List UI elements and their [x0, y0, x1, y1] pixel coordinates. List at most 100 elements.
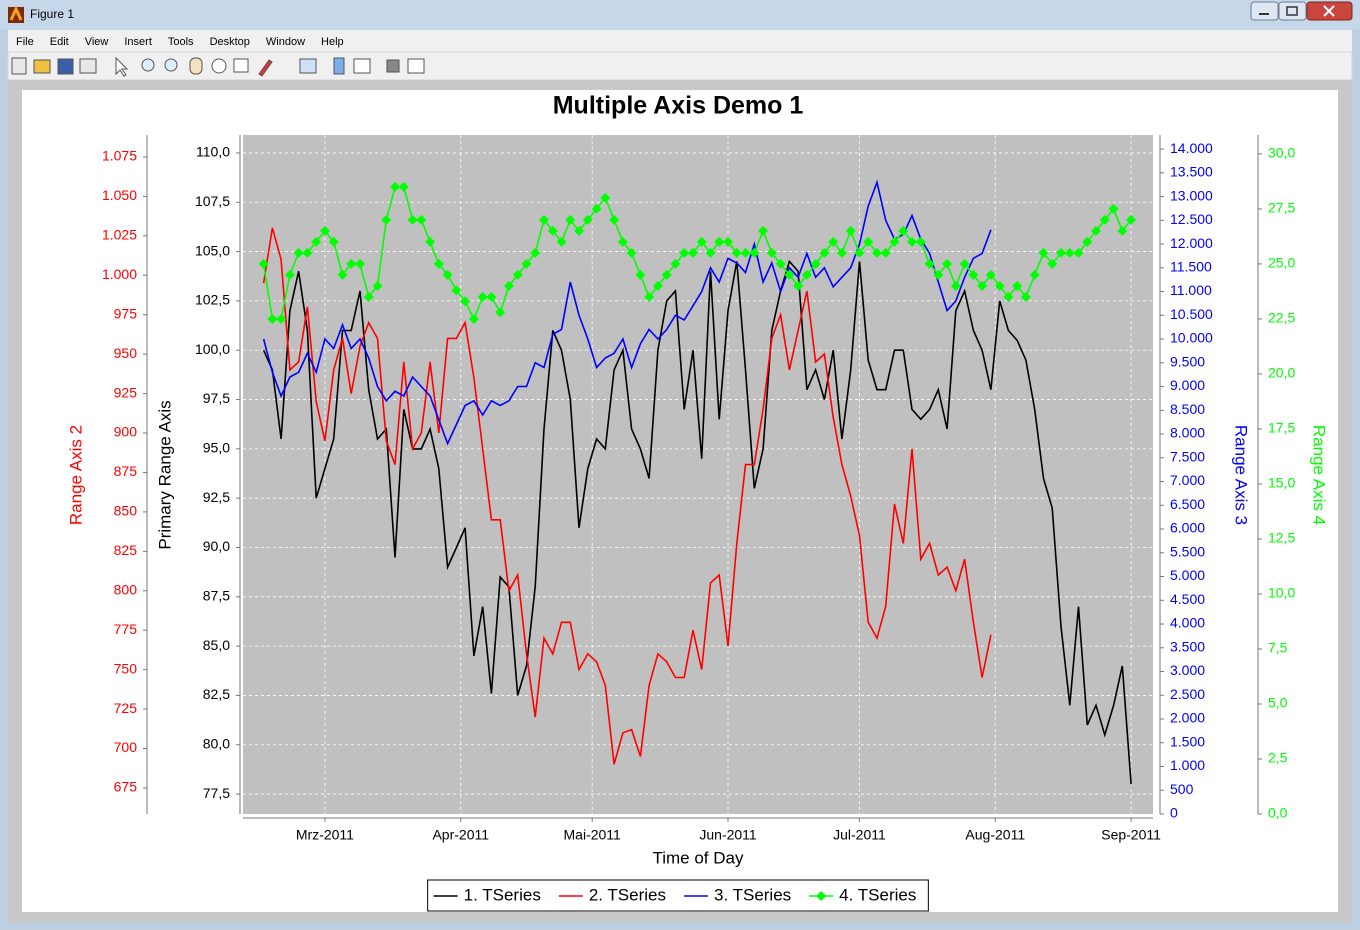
series-marker — [591, 203, 602, 214]
y2-tick-label: 900 — [114, 424, 138, 440]
y3-tick-label: 11.500 — [1170, 259, 1212, 275]
series-marker — [582, 214, 593, 225]
series-marker — [1012, 280, 1023, 291]
series-marker — [477, 291, 488, 302]
y4-tick-label: 25,0 — [1268, 255, 1295, 271]
series-marker — [968, 269, 979, 280]
menu-bar — [8, 30, 1352, 52]
y3-tick-label: 1.000 — [1170, 757, 1205, 773]
x-tick-label: Mrz-2011 — [296, 827, 354, 843]
series-marker — [854, 247, 865, 258]
series-marker — [731, 247, 742, 258]
menu-item[interactable]: Help — [321, 36, 344, 48]
series-marker — [863, 236, 874, 247]
zoom-in-icon[interactable] — [141, 58, 155, 72]
y3-axis-label: Range Axis 3 — [1232, 425, 1251, 525]
y3-tick-label: 9.000 — [1170, 377, 1205, 393]
y4-tick-label: 30,0 — [1268, 145, 1295, 161]
menu-item[interactable]: File — [16, 36, 34, 48]
series-marker — [1029, 269, 1040, 280]
colorbar-icon[interactable] — [333, 57, 345, 75]
series-marker — [898, 225, 909, 236]
series-marker — [758, 225, 769, 236]
y3-tick-label: 9.500 — [1170, 353, 1205, 369]
menu-item[interactable]: Tools — [168, 36, 194, 48]
y2-tick-label: 750 — [114, 660, 138, 676]
x-tick-label: Jun-2011 — [699, 827, 757, 843]
y2-tick-label: 925 — [114, 384, 138, 400]
y3-tick-label: 0 — [1170, 805, 1178, 821]
series-marker — [346, 258, 357, 269]
y3-tick-label: 1.500 — [1170, 733, 1205, 749]
y3-tick-label: 3.000 — [1170, 662, 1205, 678]
series-marker — [1020, 291, 1031, 302]
y-tick-label: 107,5 — [195, 193, 230, 209]
y3-tick-label: 4.000 — [1170, 615, 1205, 631]
y-tick-label: 85,0 — [203, 637, 230, 653]
series-line — [262, 179, 992, 446]
series-marker — [433, 258, 444, 269]
series-marker — [512, 269, 523, 280]
menu-item[interactable]: Desktop — [210, 36, 250, 48]
y4-tick-label: 27,5 — [1268, 200, 1295, 216]
rotate-icon[interactable] — [211, 58, 227, 74]
series-marker — [1003, 291, 1014, 302]
legend-icon[interactable] — [353, 58, 371, 74]
app-icon-glyph — [9, 5, 23, 21]
series-marker — [565, 214, 576, 225]
y2-tick-label: 850 — [114, 503, 138, 519]
y2-tick-label: 725 — [114, 700, 138, 716]
legend-item: 4. TSeries — [809, 885, 916, 904]
open-icon[interactable] — [33, 59, 51, 74]
y2-tick-label: 700 — [114, 739, 138, 755]
y3-tick-label: 5.500 — [1170, 543, 1205, 559]
select-icon[interactable] — [115, 56, 129, 77]
hide-tools-icon[interactable] — [386, 59, 400, 73]
y4-tick-label: 2,5 — [1268, 750, 1288, 766]
maximize-button[interactable] — [1278, 1, 1307, 21]
series-marker — [959, 258, 970, 269]
series-marker — [442, 269, 453, 280]
series-marker — [468, 313, 479, 324]
menu-item[interactable]: Insert — [124, 36, 152, 48]
series-marker — [836, 247, 847, 258]
y2-tick-label: 825 — [114, 542, 138, 558]
y3-tick-label: 8.000 — [1170, 425, 1205, 441]
dock-icon[interactable] — [407, 58, 425, 74]
menu-item[interactable]: Edit — [50, 36, 69, 48]
legend-label: 2. TSeries — [589, 885, 666, 904]
zoom-out-icon[interactable] — [164, 58, 178, 72]
series-marker — [547, 225, 558, 236]
y3-tick-label: 500 — [1170, 781, 1194, 797]
menu-item[interactable]: View — [85, 36, 109, 48]
y2-tick-label: 775 — [114, 621, 138, 637]
save-icon[interactable] — [57, 58, 74, 75]
link-icon[interactable] — [299, 58, 317, 74]
y-tick-label: 87,5 — [203, 588, 230, 604]
y-tick-label: 100,0 — [195, 341, 230, 357]
series-marker — [311, 236, 322, 247]
series-marker — [749, 247, 760, 258]
y-tick-label: 90,0 — [203, 538, 230, 554]
datacursor-icon[interactable] — [233, 58, 249, 73]
y-tick-label: 77,5 — [203, 785, 230, 801]
series-marker — [530, 247, 541, 258]
series-marker — [784, 269, 795, 280]
series-marker — [942, 258, 953, 269]
y2-tick-label: 1.075 — [102, 148, 137, 164]
new-icon[interactable] — [11, 57, 27, 75]
toolbar-icons — [11, 56, 425, 77]
y3-tick-label: 3.500 — [1170, 638, 1205, 654]
window-title: Figure 1 — [30, 7, 74, 21]
pan-icon[interactable] — [189, 57, 203, 75]
brush-icon[interactable] — [258, 59, 273, 77]
series-marker — [398, 181, 409, 192]
menu-item[interactable]: Window — [266, 36, 305, 48]
y2-tick-label: 1.025 — [102, 227, 137, 243]
print-icon[interactable] — [79, 58, 97, 74]
series-marker — [284, 269, 295, 280]
series-marker — [626, 247, 637, 258]
series-marker — [609, 214, 620, 225]
series-marker — [617, 236, 628, 247]
minimize-button[interactable] — [1250, 1, 1279, 21]
